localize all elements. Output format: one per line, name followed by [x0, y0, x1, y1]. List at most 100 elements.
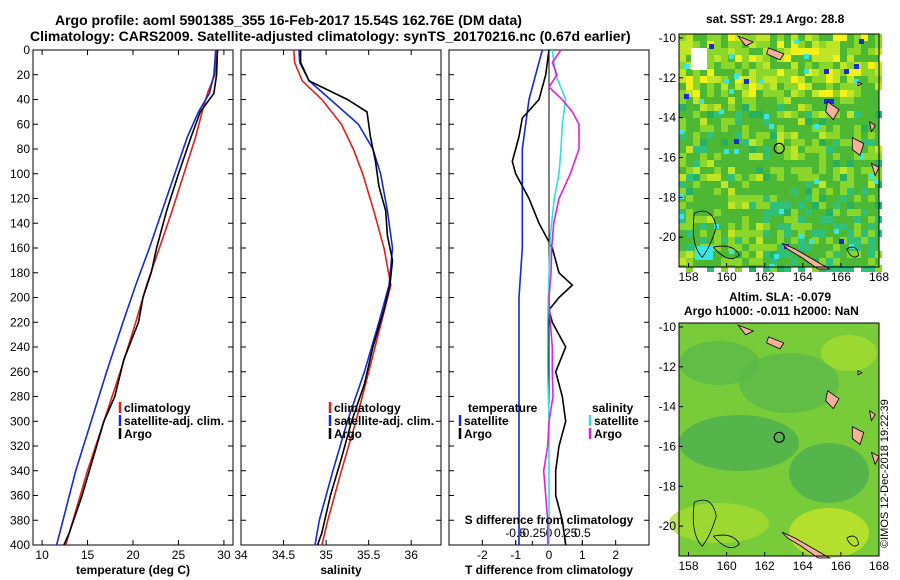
sst-cell	[742, 251, 749, 258]
sst-cell	[819, 62, 826, 69]
sst-cell	[826, 258, 833, 265]
sst-missing-cell	[729, 89, 734, 94]
sst-cell	[826, 216, 833, 223]
sst-cell	[714, 153, 721, 160]
sst-cell	[861, 230, 868, 237]
sst_map-xtick-label: 168	[869, 270, 889, 284]
land-island	[766, 336, 785, 350]
sst-cell	[847, 76, 854, 83]
sst-cell	[721, 125, 728, 132]
sst-cell	[805, 195, 812, 202]
difference-panel: -2 -1 0 1 2-0.5-0.25 0 0.250.5T difference fro…	[448, 49, 650, 577]
sst-cell	[714, 48, 721, 55]
sst-cell	[826, 69, 833, 76]
sst-cell	[826, 90, 833, 97]
sst-cell	[756, 41, 763, 48]
depth-tick-label: 0	[23, 43, 30, 57]
sst-cell	[714, 41, 721, 48]
sst-cell	[693, 111, 700, 118]
sst-cell	[868, 153, 875, 160]
sst-cell	[777, 139, 784, 146]
temperature-xtick-label: 20	[126, 548, 140, 562]
sst-cell	[679, 174, 686, 181]
sst-cell	[847, 90, 854, 97]
sst-cell	[693, 174, 700, 181]
sst-cell	[861, 62, 868, 69]
sst-cell	[868, 265, 875, 272]
sst-cell	[854, 90, 861, 97]
sst-cell	[770, 83, 777, 90]
sst-cell	[791, 258, 798, 265]
sst-cell	[756, 223, 763, 230]
salinity-legend-label: Argo	[334, 427, 362, 441]
sst-cell	[679, 62, 686, 69]
sst-cell	[847, 188, 854, 195]
sst-cell	[847, 174, 854, 181]
sst-cell	[833, 139, 840, 146]
sst-cell	[700, 230, 707, 237]
figure-title-line2: Climatology: CARS2009. Satellite-adjuste…	[30, 28, 631, 44]
sst-cell	[840, 62, 847, 69]
sst-missing-cell	[774, 254, 779, 259]
sst-cell	[861, 69, 868, 76]
sst-cell	[854, 48, 861, 55]
sst-cell	[777, 111, 784, 118]
difference-series-t-argo	[511, 49, 574, 546]
depth-tick-label: 160	[10, 241, 30, 255]
depth-tick-label: 360	[10, 489, 30, 503]
sst-cell	[777, 251, 784, 258]
difference-temp-legend-label: satellite	[464, 414, 509, 428]
sst-cell	[693, 132, 700, 139]
sst-cell	[756, 230, 763, 237]
sst-missing-cell	[844, 69, 849, 74]
sst-cell	[784, 223, 791, 230]
difference-xtick-label: 2	[612, 548, 619, 562]
sst-cell	[819, 132, 826, 139]
difference-xtick-label: 1	[579, 548, 586, 562]
sst-cell	[735, 118, 742, 125]
sst-cell	[770, 244, 777, 251]
sst-cell	[847, 181, 854, 188]
sst-cell	[721, 62, 728, 69]
sst-cell	[812, 90, 819, 97]
sst-cell	[728, 41, 735, 48]
sst-cell	[735, 41, 742, 48]
sst-cell	[742, 125, 749, 132]
sst-cell	[861, 34, 868, 41]
sst-missing-cell	[859, 154, 864, 159]
salinity-xlabel: salinity	[320, 563, 362, 577]
sst-missing-cell	[724, 79, 729, 84]
sst-cell	[679, 258, 686, 265]
sst-cell	[721, 83, 728, 90]
sst-cell	[721, 48, 728, 55]
sst-cell	[763, 146, 770, 153]
sst-cell	[756, 244, 763, 251]
sst-cell	[833, 251, 840, 258]
sst-cell	[868, 258, 875, 265]
sst-cell	[749, 55, 756, 62]
sst_map-ytick-label: -12	[659, 71, 677, 85]
sst-cell	[819, 55, 826, 62]
sst-cell	[791, 237, 798, 244]
sst-cell	[763, 48, 770, 55]
sst-cell	[742, 48, 749, 55]
sst-cell	[742, 139, 749, 146]
sst-cell	[840, 97, 847, 104]
sst_map-ytick-label: -14	[659, 111, 677, 125]
sst-cell	[791, 132, 798, 139]
sst-cell	[693, 216, 700, 223]
sst-cell	[833, 160, 840, 167]
sst-cell	[770, 90, 777, 97]
sst-cell	[749, 83, 756, 90]
sst-cell	[721, 265, 728, 272]
sst-cell	[714, 55, 721, 62]
sst-cell	[686, 188, 693, 195]
sst-missing-cell	[804, 54, 809, 59]
sst-cell	[805, 34, 812, 41]
sst-cell	[770, 76, 777, 83]
sst-cell	[875, 265, 882, 272]
sla_map-frame	[678, 322, 880, 557]
sst-cell	[714, 209, 721, 216]
sst-cell	[693, 160, 700, 167]
sst-cell	[819, 90, 826, 97]
